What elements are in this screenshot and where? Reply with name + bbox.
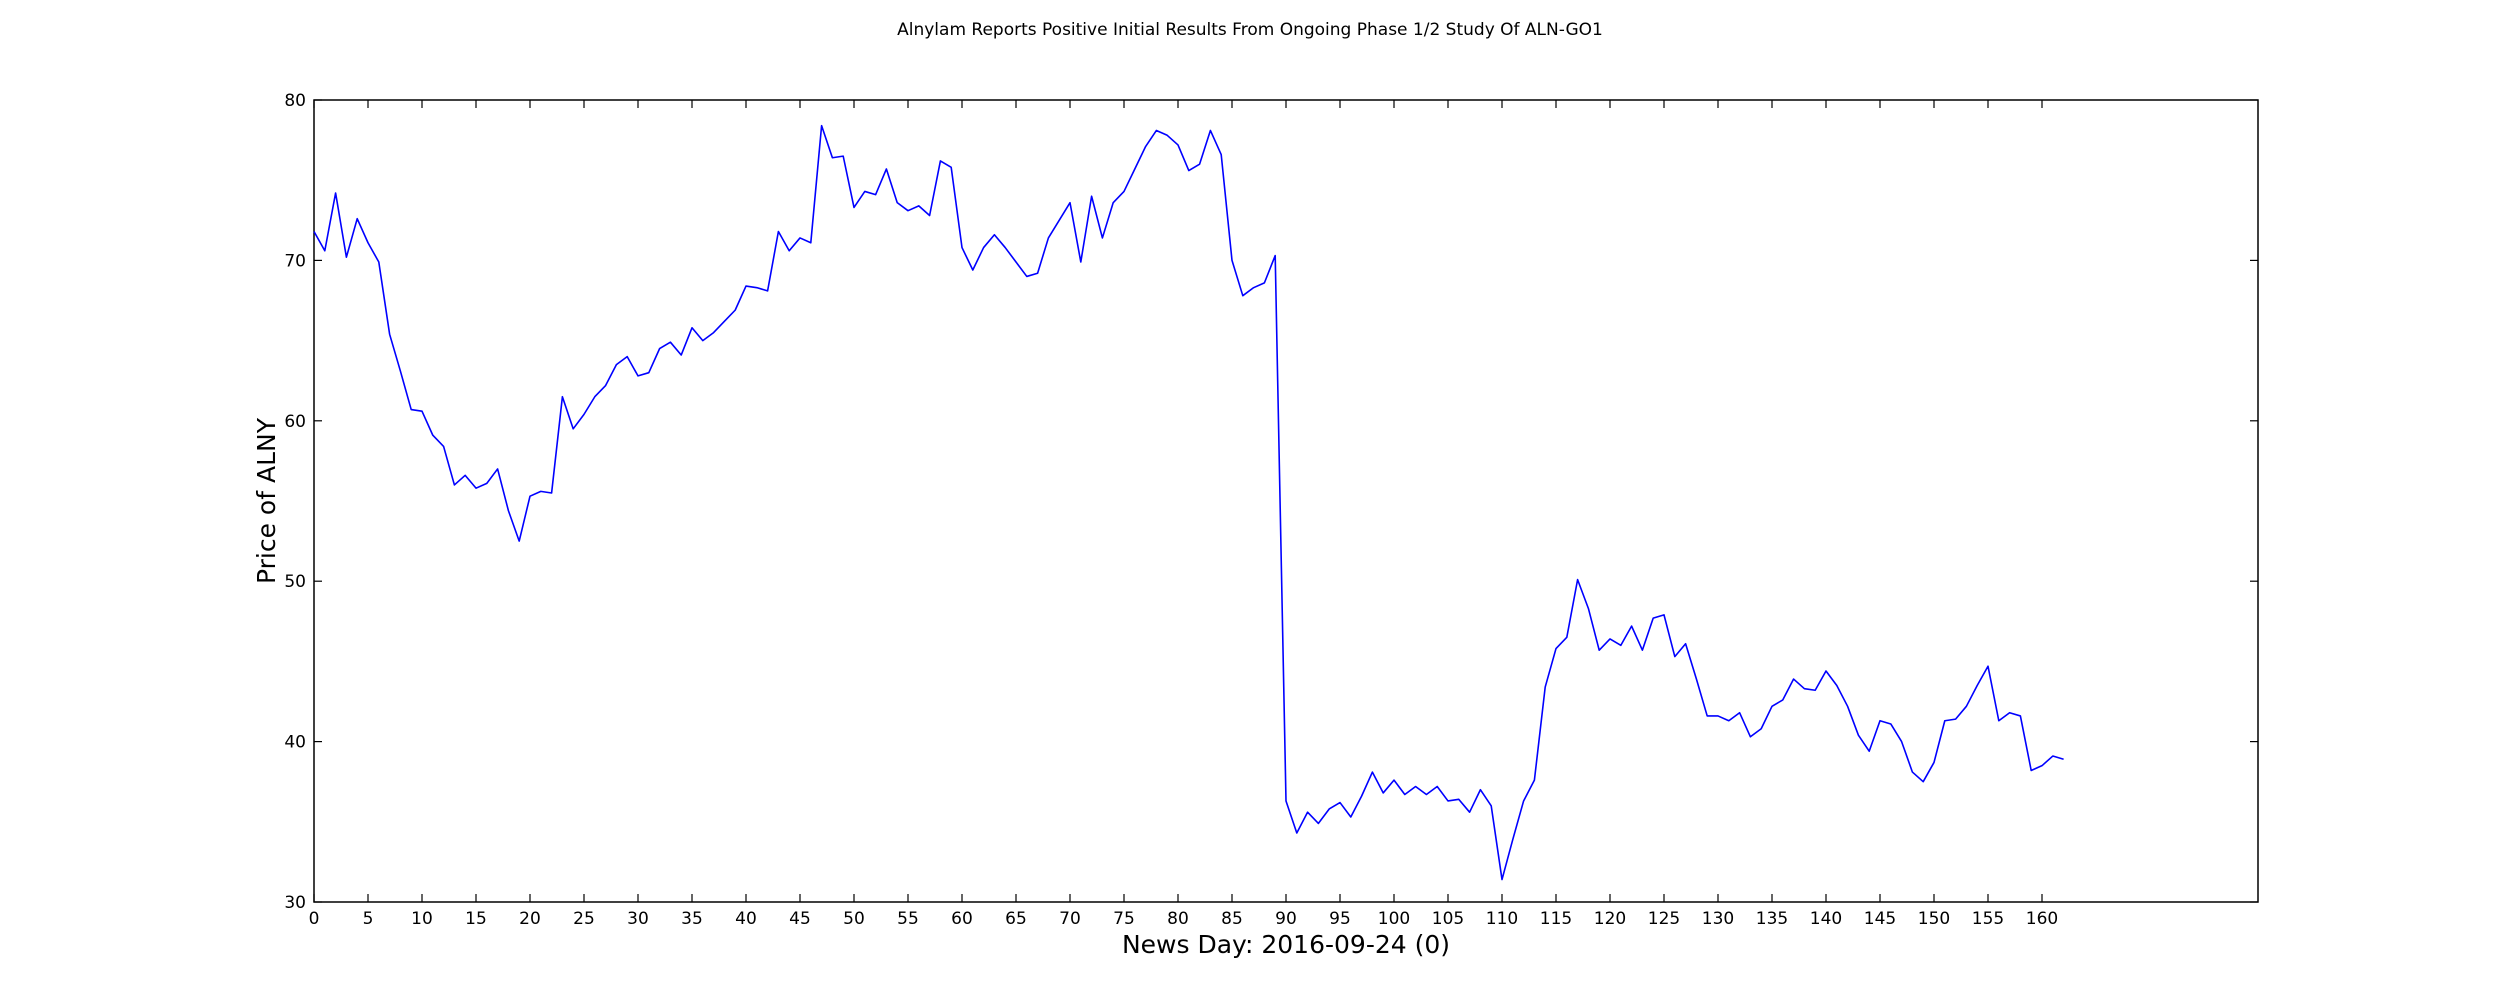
y-tick-label: 70 xyxy=(284,251,306,271)
x-tick-label: 110 xyxy=(1486,909,1518,929)
x-tick-label: 15 xyxy=(465,909,487,929)
x-tick-label: 5 xyxy=(363,909,374,929)
axis-ticks xyxy=(313,99,2258,903)
x-axis-label: News Day: 2016-09-24 (0) xyxy=(1122,930,1450,959)
x-tick-label: 135 xyxy=(1756,909,1788,929)
y-axis-label: Price of ALNY xyxy=(252,417,281,584)
x-tick-label: 30 xyxy=(627,909,649,929)
x-tick-label: 35 xyxy=(681,909,703,929)
x-tick-label: 55 xyxy=(897,909,919,929)
x-tick-label: 20 xyxy=(519,909,541,929)
x-tick-label: 40 xyxy=(735,909,757,929)
x-tick-label: 25 xyxy=(573,909,595,929)
chart-title: Alnylam Reports Positive Initial Results… xyxy=(897,20,1603,40)
series-line-price xyxy=(313,124,2064,881)
y-tick-label: 80 xyxy=(284,91,306,111)
y-tick-label: 60 xyxy=(284,412,306,432)
x-tick-label: 115 xyxy=(1540,909,1572,929)
x-tick-label: 125 xyxy=(1648,909,1680,929)
y-tick-label: 50 xyxy=(284,572,306,592)
x-tick-label: 85 xyxy=(1221,909,1243,929)
x-tick-label: 150 xyxy=(1918,909,1950,929)
x-tick-label: 140 xyxy=(1810,909,1842,929)
x-tick-label: 10 xyxy=(411,909,433,929)
x-tick-label: 105 xyxy=(1432,909,1464,929)
x-tick-label: 155 xyxy=(1972,909,2004,929)
x-tick-label: 50 xyxy=(843,909,865,929)
tick-labels: 0 5 10 15 20 25 30 35 40 45 50 55 60 65 70 75 80 85 90 95 10… xyxy=(284,91,2058,929)
x-tick-label: 0 xyxy=(309,909,320,929)
x-tick-label: 70 xyxy=(1059,909,1081,929)
x-tick-label: 60 xyxy=(951,909,973,929)
x-tick-label: 130 xyxy=(1702,909,1734,929)
x-tick-label: 65 xyxy=(1005,909,1027,929)
x-tick-label: 90 xyxy=(1275,909,1297,929)
y-tick-label: 30 xyxy=(284,893,306,913)
x-tick-label: 45 xyxy=(789,909,811,929)
x-tick-label: 160 xyxy=(2026,909,2058,929)
x-tick-label: 80 xyxy=(1167,909,1189,929)
x-tick-label: 100 xyxy=(1378,909,1410,929)
x-tick-label: 120 xyxy=(1594,909,1626,929)
x-tick-label: 75 xyxy=(1113,909,1135,929)
plot-area xyxy=(313,99,2259,903)
y-tick-label: 40 xyxy=(284,733,306,753)
x-tick-label: 145 xyxy=(1864,909,1896,929)
x-tick-label: 95 xyxy=(1329,909,1351,929)
